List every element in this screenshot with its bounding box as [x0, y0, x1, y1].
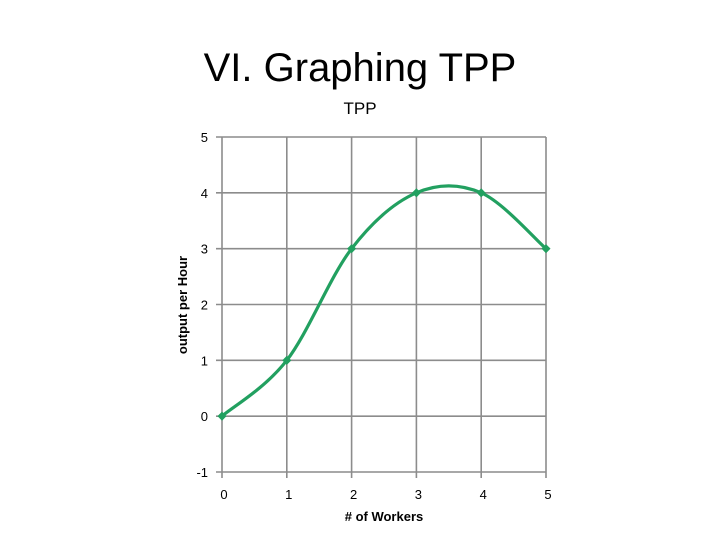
y-tick-label: 5	[201, 130, 208, 145]
x-tick-label: 2	[350, 487, 357, 502]
y-tick-labels: -1 0 1 2 3 4 5	[196, 130, 208, 480]
y-tick-label: -1	[196, 465, 208, 480]
series-line	[220, 184, 548, 418]
x-tick-label: 4	[480, 487, 487, 502]
x-axis-title: # of Workers	[345, 509, 424, 524]
x-tick-label: 5	[544, 487, 551, 502]
slide-title: VI. Graphing TPP	[203, 46, 517, 90]
data-point-marker	[411, 188, 421, 198]
y-tick-label: 1	[201, 353, 208, 368]
data-point-marker	[217, 411, 227, 421]
x-tick-label: 0	[220, 487, 227, 502]
x-tick-label: 1	[285, 487, 292, 502]
chart-title: TPP	[343, 99, 376, 118]
chart-grid	[216, 136, 547, 478]
y-tick-label: 0	[201, 409, 208, 424]
chart-series	[217, 184, 551, 421]
y-tick-label: 4	[201, 186, 208, 201]
y-tick-label: 2	[201, 298, 208, 313]
y-axis-title: output per Hour	[175, 256, 190, 354]
x-tick-label: 3	[415, 487, 422, 502]
x-tick-labels: 0 1 2 3 4 5	[220, 487, 551, 502]
y-tick-label: 3	[201, 242, 208, 257]
